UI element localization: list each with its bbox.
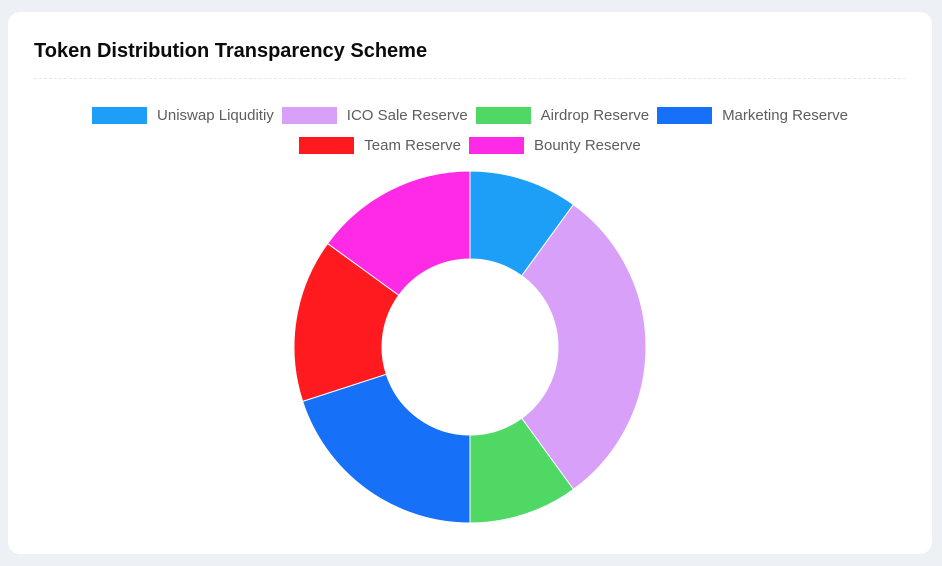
legend-item[interactable]: Team Reserve [299, 134, 461, 156]
card-title: Token Distribution Transparency Scheme [34, 40, 428, 62]
doughnut-slice[interactable] [293, 242, 400, 403]
doughnut-chart [293, 170, 647, 524]
legend-item[interactable]: Airdrop Reserve [475, 104, 650, 126]
legend-swatch [475, 106, 531, 124]
legend-label: Airdrop Reserve [540, 106, 650, 124]
legend-swatch [299, 136, 355, 154]
chart-legend: Uniswap Liquditiy ICO Sale Reserve Airdrop… [8, 104, 932, 156]
legend-label: ICO Sale Reserve [346, 106, 468, 124]
doughnut-slice[interactable] [521, 203, 647, 491]
legend-item[interactable]: ICO Sale Reserve [281, 104, 468, 126]
legend-swatch [281, 106, 337, 124]
legend-label: Marketing Reserve [722, 106, 848, 124]
doughnut-slice[interactable] [301, 373, 471, 524]
legend-item[interactable]: Marketing Reserve [657, 104, 848, 126]
legend-swatch [657, 106, 713, 124]
legend-item[interactable]: Uniswap Liquditiy [92, 104, 274, 126]
legend-label: Team Reserve [364, 136, 461, 154]
doughnut-slice[interactable] [326, 170, 471, 296]
chart-card: Token Distribution Transparency Scheme U… [8, 12, 932, 554]
title-divider [34, 78, 906, 79]
legend-label: Bounty Reserve [533, 136, 641, 154]
legend-swatch [468, 136, 524, 154]
legend-swatch [92, 106, 148, 124]
legend-label: Uniswap Liquditiy [157, 106, 274, 124]
legend-item[interactable]: Bounty Reserve [468, 134, 641, 156]
